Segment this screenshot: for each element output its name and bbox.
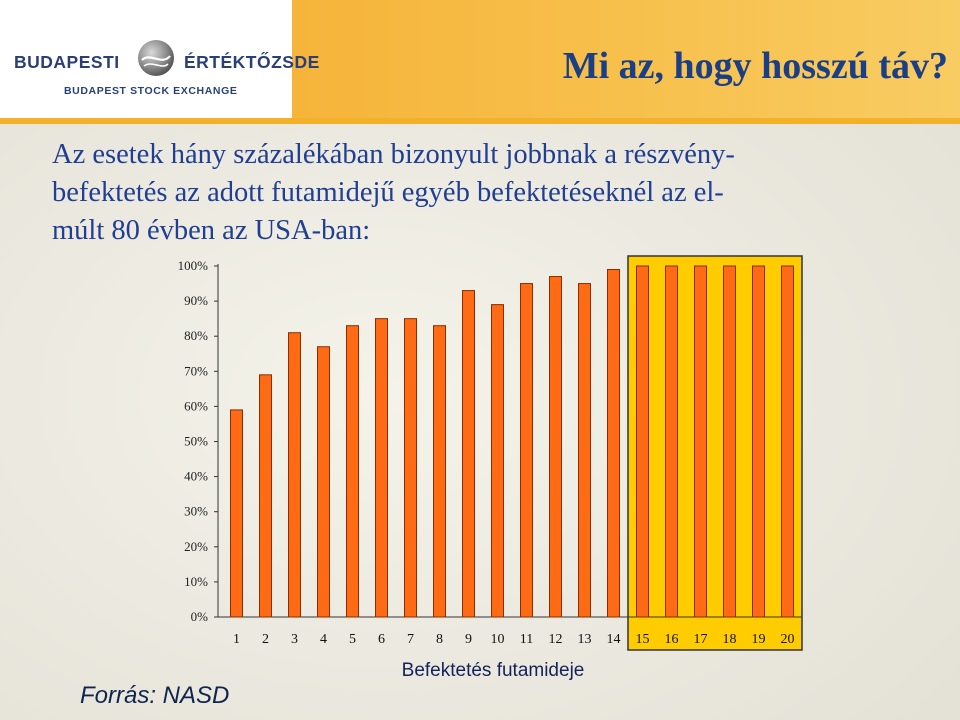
bar-3	[288, 332, 301, 618]
header-bar	[292, 0, 960, 118]
bar-11	[520, 283, 533, 618]
y-tick-label: 0%	[191, 609, 209, 624]
x-tick-label: 5	[349, 632, 356, 647]
bar-4	[317, 346, 330, 618]
y-tick-label: 30%	[184, 504, 208, 519]
x-axis-label: Befektetés futamideje	[402, 660, 585, 681]
x-tick-label: 3	[291, 632, 298, 647]
bar-18	[723, 265, 736, 618]
y-tick-label: 100%	[178, 258, 209, 273]
source-note: Forrás: NASD	[80, 682, 230, 709]
x-tick-label: 9	[465, 632, 472, 647]
bar-2	[259, 374, 272, 618]
bar-14	[607, 269, 620, 618]
slide-title: Mi az, hogy hosszú táv?	[562, 45, 948, 87]
bar-16	[665, 265, 678, 618]
x-tick-label: 17	[694, 632, 708, 647]
y-tick-label: 40%	[184, 469, 208, 484]
bar-8	[433, 325, 446, 618]
x-tick-label: 18	[723, 632, 737, 647]
y-tick-label: 20%	[184, 539, 208, 554]
x-tick-label: 10	[491, 632, 505, 647]
x-tick-label: 19	[752, 632, 766, 647]
y-tick-label: 70%	[184, 363, 208, 378]
x-tick-label: 1	[233, 632, 240, 647]
x-tick-label: 13	[578, 632, 592, 647]
x-tick-label: 7	[407, 632, 414, 647]
question-line-2: befektetés az adott futamidejű egyéb bef…	[52, 177, 724, 208]
bar-12	[549, 276, 562, 618]
bar-20	[781, 265, 794, 618]
bar-6	[375, 318, 388, 618]
x-tick-label: 12	[549, 632, 563, 647]
logo-text-right: ÉRTÉKTŐZSDE	[184, 52, 320, 72]
x-tick-label: 6	[378, 632, 385, 647]
x-tick-label: 8	[436, 632, 443, 647]
header-stripe	[0, 118, 960, 124]
bar-15	[636, 265, 649, 618]
x-tick-label: 20	[781, 632, 795, 647]
y-tick-label: 50%	[184, 434, 208, 449]
bar-19	[752, 265, 765, 618]
x-tick-label: 2	[262, 632, 269, 647]
exchange-logo: BUDAPESTI ÉRTÉKTŐZSDE BUDAPEST STOCK EXC…	[14, 38, 319, 100]
bar-17	[694, 265, 707, 618]
question-text: Az esetek hány százalékában bizonyult jo…	[52, 136, 932, 250]
x-tick-label: 14	[607, 632, 621, 647]
bar-1	[230, 409, 243, 618]
y-tick-label: 60%	[184, 398, 208, 413]
y-tick-label: 10%	[184, 574, 208, 589]
bar-5	[346, 325, 359, 618]
question-line-3: múlt 80 évben az USA-ban:	[52, 215, 371, 246]
logo-text-left: BUDAPESTI	[14, 52, 120, 72]
bar-7	[404, 318, 417, 618]
logo-subtitle: BUDAPEST STOCK EXCHANGE	[64, 85, 238, 97]
bar-10	[491, 304, 504, 618]
bar-13	[578, 283, 591, 618]
globe-icon	[138, 40, 174, 76]
question-line-1: Az esetek hány százalékában bizonyult jo…	[52, 139, 735, 170]
highlight-zone	[627, 255, 803, 651]
x-tick-label: 11	[520, 632, 533, 647]
x-tick-label: 15	[636, 632, 650, 647]
x-tick-label: 4	[320, 632, 327, 647]
y-tick-label: 90%	[184, 293, 208, 308]
bar-9	[462, 290, 475, 618]
y-tick-label: 80%	[184, 328, 208, 343]
x-tick-label: 16	[665, 632, 679, 647]
